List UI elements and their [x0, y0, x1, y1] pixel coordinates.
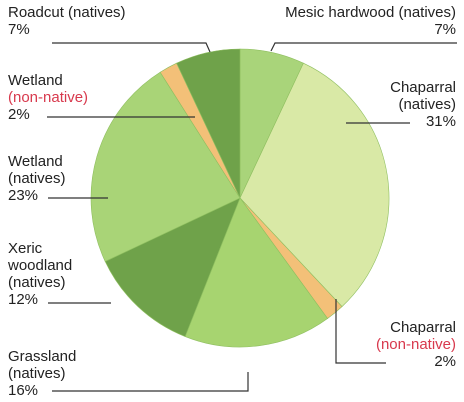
- label-roadcut-name: Roadcut (natives): [8, 4, 126, 21]
- pie-slices: [90, 48, 390, 348]
- pie-slice-grassland-natives: [184, 197, 328, 348]
- label-mesic-name: Mesic hardwood (natives): [285, 4, 456, 21]
- pie-slice-chaparral-natives: [239, 62, 390, 308]
- label-mesic-pct: 7%: [434, 21, 456, 38]
- label-grassland-line2: (natives): [8, 365, 66, 382]
- label-roadcut-natives: Roadcut (natives) 7%: [8, 4, 126, 38]
- label-xeric-pct: 12%: [8, 291, 39, 308]
- label-xeric-line1: Xeric: [8, 240, 43, 257]
- label-chaparral-natives-pct: 31%: [425, 113, 456, 130]
- label-xeric-woodland-natives: Xeric woodland (natives) 12%: [8, 240, 72, 308]
- label-wetland-non-native-line2: (non-native): [8, 89, 89, 106]
- label-chaparral-non-native-line1: Chaparral: [390, 319, 456, 336]
- pie-slice-xeric-woodland-natives: [104, 197, 241, 337]
- leader-line-grassland: [52, 372, 249, 392]
- leader-line-chaparral-non-native: [335, 299, 386, 364]
- label-xeric-line3: (natives): [8, 274, 66, 291]
- label-grassland-line1: Grassland: [8, 348, 77, 365]
- label-chaparral-non-native-line2: (non-native): [375, 336, 456, 353]
- label-xeric-line2: woodland: [8, 257, 73, 274]
- pie-slice-roadcut-natives: [176, 48, 241, 199]
- leader-lines: [47, 42, 457, 392]
- pie-slice-wetland-natives: [90, 71, 241, 262]
- label-chaparral-non-native-pct: 2%: [434, 353, 456, 370]
- label-wetland-natives-line2: (natives): [8, 170, 66, 187]
- label-wetland-non-native-pct: 2%: [8, 106, 30, 123]
- label-wetland-natives-pct: 23%: [8, 187, 39, 204]
- label-chaparral-natives-line1: Chaparral: [390, 79, 456, 96]
- label-mesic-hardwood-natives: Mesic hardwood (natives) 7%: [285, 4, 456, 38]
- label-chaparral-non-native: Chaparral (non-native) 2%: [376, 319, 456, 370]
- label-chaparral-natives: Chaparral (natives) 31%: [390, 79, 456, 130]
- label-chaparral-natives-line2: (natives): [398, 96, 456, 113]
- label-wetland-non-native-line1: Wetland: [8, 72, 63, 89]
- leader-line-roadcut: [52, 42, 211, 53]
- label-wetland-non-native: Wetland (non-native) 2%: [8, 72, 88, 123]
- label-roadcut-pct: 7%: [8, 21, 30, 38]
- leader-line-mesic-hardwood: [270, 42, 457, 52]
- label-wetland-natives-line1: Wetland: [8, 153, 63, 170]
- label-grassland-pct: 16%: [8, 382, 39, 399]
- label-grassland-natives: Grassland (natives) 16%: [8, 348, 76, 399]
- label-wetland-natives: Wetland (natives) 23%: [8, 153, 66, 204]
